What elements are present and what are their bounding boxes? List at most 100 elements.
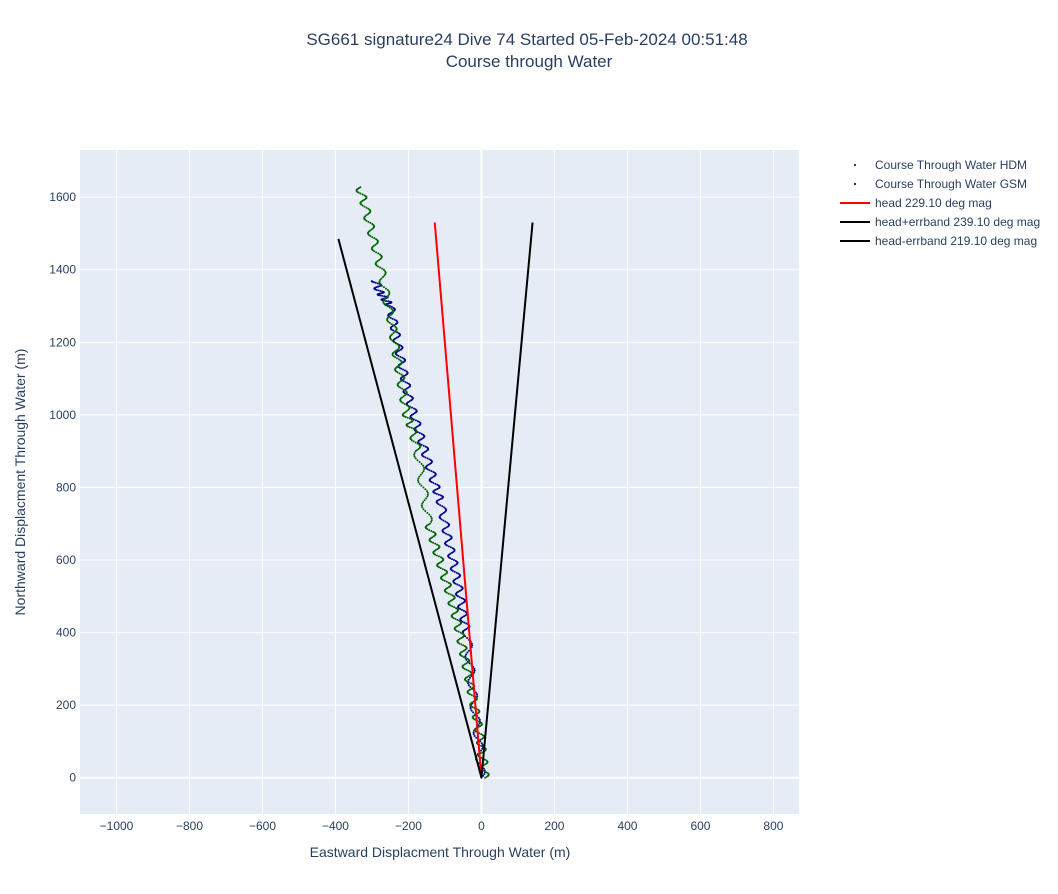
series-point xyxy=(410,418,413,421)
series-point xyxy=(446,539,449,542)
series-point xyxy=(398,381,401,384)
series-point xyxy=(381,275,384,278)
series-point xyxy=(363,205,366,208)
series-point xyxy=(454,578,457,581)
series-point xyxy=(378,258,381,261)
series-point xyxy=(430,520,433,523)
series-point xyxy=(428,529,431,532)
series-point xyxy=(460,637,463,640)
series-point xyxy=(422,444,425,447)
series-point xyxy=(451,547,454,550)
series-point xyxy=(427,463,430,466)
series-point xyxy=(377,265,380,268)
series-point xyxy=(427,523,430,526)
series-point xyxy=(449,552,452,555)
series-point xyxy=(420,462,423,465)
series-point xyxy=(410,434,413,437)
series-point xyxy=(361,204,364,207)
series-point xyxy=(439,504,442,507)
legend-swatch xyxy=(854,183,856,185)
series-point xyxy=(479,738,482,741)
series-point xyxy=(480,733,483,736)
series-point xyxy=(405,410,408,413)
chart-subtitle: Course through Water xyxy=(446,52,613,71)
series-point xyxy=(394,325,397,328)
y-tick-label: 1200 xyxy=(49,335,76,349)
series-point xyxy=(437,484,440,487)
series-point xyxy=(462,598,465,601)
series-3 xyxy=(337,238,483,778)
series-point xyxy=(466,651,469,654)
series-point xyxy=(426,491,429,494)
series-point xyxy=(472,731,475,734)
series-point xyxy=(414,450,417,453)
series-point xyxy=(374,281,377,284)
series-point xyxy=(442,528,445,531)
series-point xyxy=(410,406,413,409)
series-point xyxy=(390,323,393,326)
series-point xyxy=(470,642,473,645)
series-point xyxy=(412,427,415,430)
legend-label: head+errband 239.10 deg mag xyxy=(875,215,1040,229)
series-point xyxy=(370,280,373,283)
series-point xyxy=(412,440,415,443)
series-point xyxy=(462,656,465,659)
series-point xyxy=(416,449,419,452)
series-line xyxy=(433,222,483,778)
series-point xyxy=(396,343,399,346)
series-point xyxy=(428,458,431,461)
series-point xyxy=(453,564,456,567)
series-point xyxy=(369,229,372,232)
series-point xyxy=(434,482,437,485)
series-point xyxy=(399,355,402,358)
series-point xyxy=(465,622,468,625)
series-point xyxy=(412,407,415,410)
series-point xyxy=(387,290,390,293)
series-4 xyxy=(480,222,534,778)
series-point xyxy=(456,577,459,580)
series-point xyxy=(469,686,472,689)
series-point xyxy=(418,439,421,442)
series-point xyxy=(466,680,469,683)
series-point xyxy=(435,492,438,495)
series-point xyxy=(391,333,394,336)
series-point xyxy=(379,294,382,297)
series-point xyxy=(407,393,410,396)
series-point xyxy=(483,770,486,773)
series-point xyxy=(460,643,463,646)
y-tick-label: 1600 xyxy=(49,190,76,204)
series-point xyxy=(483,758,486,761)
series-point xyxy=(402,395,405,398)
y-tick-label: 1400 xyxy=(49,263,76,277)
series-point xyxy=(406,382,409,385)
series-point xyxy=(463,645,466,648)
series-point xyxy=(386,316,389,319)
series-point xyxy=(417,479,420,482)
series-point xyxy=(458,596,461,599)
series-point xyxy=(472,711,475,714)
series-point xyxy=(466,657,469,660)
series-point xyxy=(470,709,473,712)
series-point xyxy=(421,471,424,474)
series-point xyxy=(367,207,370,210)
series-point xyxy=(451,558,454,561)
series-point xyxy=(463,615,466,618)
series-point xyxy=(444,527,447,530)
series-point xyxy=(433,531,436,534)
series-point xyxy=(403,411,406,414)
series-point xyxy=(477,720,480,723)
series-point xyxy=(485,771,488,774)
series-point xyxy=(454,559,457,562)
series-point xyxy=(444,507,447,510)
series-point xyxy=(367,220,370,223)
series-point xyxy=(378,292,381,295)
series-point xyxy=(435,554,438,557)
series-point xyxy=(448,534,451,537)
series-point xyxy=(418,443,421,446)
series-point xyxy=(449,582,452,585)
series-point xyxy=(432,541,435,544)
series-point xyxy=(387,315,390,318)
legend-swatch xyxy=(854,164,856,166)
series-point xyxy=(365,206,368,209)
y-tick-label: 1000 xyxy=(49,408,76,422)
